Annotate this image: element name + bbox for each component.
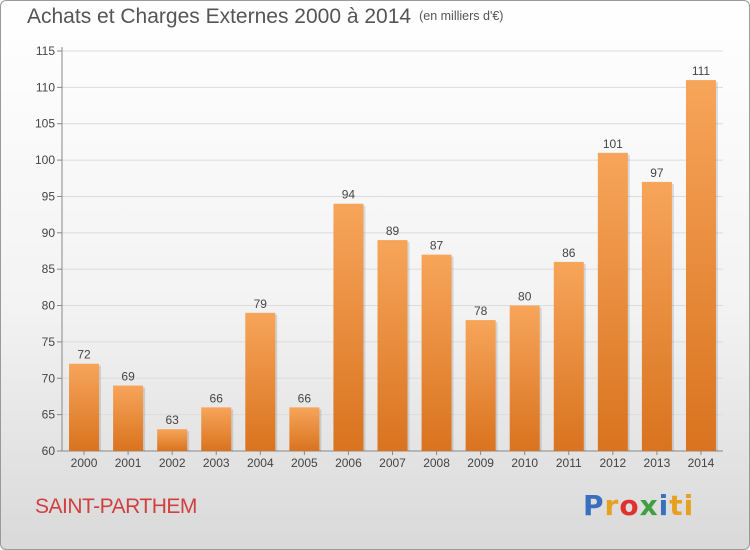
bar [157,429,188,451]
y-tick-label: 110 [36,80,55,94]
logo-letter: r [604,489,620,522]
logo-letter: o [619,489,640,522]
y-tick-label: 90 [42,226,56,240]
bar [641,181,672,451]
bar [597,152,628,451]
bar-value-label: 80 [518,290,532,304]
bar-value-label: 86 [562,246,576,260]
x-tick-label: 2002 [159,456,186,470]
y-tick-label: 60 [42,444,56,458]
chart-title-text: Achats et Charges Externes 2000 à 2014 [27,5,412,28]
bar-value-label: 66 [210,391,224,405]
y-tick-label: 75 [42,335,56,349]
y-tick-label: 105 [35,117,55,131]
y-tick-label: 115 [36,44,55,58]
bar [509,305,540,451]
x-tick-label: 2009 [467,456,494,470]
x-tick-label: 2004 [247,456,274,470]
bar [421,254,452,451]
x-tick-label: 2008 [423,456,450,470]
bar-value-label: 79 [254,297,268,311]
place-name: SAINT-PARTHEM [35,495,197,518]
x-tick-label: 2013 [644,456,671,470]
bar-value-label: 78 [474,304,488,318]
x-tick-label: 2007 [379,456,406,470]
bar-value-label: 87 [430,239,444,253]
x-tick-label: 2006 [335,456,362,470]
bar-value-label: 72 [77,348,91,362]
bar [69,363,100,451]
x-tick-label: 2011 [556,456,582,470]
bar-value-label: 66 [298,391,312,405]
bar-value-label: 101 [603,137,623,151]
bar-value-label: 94 [342,188,356,202]
proxiti-logo: Proxiti [583,489,694,522]
x-tick-label: 2010 [511,456,538,470]
y-tick-label: 65 [42,408,56,422]
logo-letter: x [639,489,659,522]
logo-letter: ti [669,489,695,522]
chart-title: Achats et Charges Externes 2000 à 2014 (e… [27,5,503,29]
bar [333,203,364,451]
bar [113,385,144,451]
y-tick-label: 70 [42,371,56,385]
bar [201,407,232,451]
bar-value-label: 69 [121,370,135,384]
y-tick-label: 95 [42,189,56,203]
bar [685,80,716,451]
x-tick-label: 2005 [291,456,318,470]
y-tick-label: 100 [35,153,55,167]
x-tick-label: 2001 [115,456,142,470]
bar [245,312,276,451]
bar [377,240,408,451]
bar-value-label: 89 [386,224,400,238]
bar-value-label: 111 [692,64,711,78]
bar-value-label: 63 [165,413,179,427]
logo-letter: i [658,489,670,522]
y-tick-label: 80 [42,299,56,313]
bar [465,320,496,451]
chart-unit: (en milliers d'€) [419,9,504,23]
bar [289,407,320,451]
bar [553,261,584,451]
bar-value-label: 97 [650,166,664,180]
logo-letter: P [583,489,605,522]
x-tick-label: 2012 [599,456,626,470]
y-tick-label: 85 [42,262,56,276]
x-tick-label: 2014 [688,456,715,470]
x-tick-label: 2000 [71,456,98,470]
x-tick-label: 2003 [203,456,230,470]
